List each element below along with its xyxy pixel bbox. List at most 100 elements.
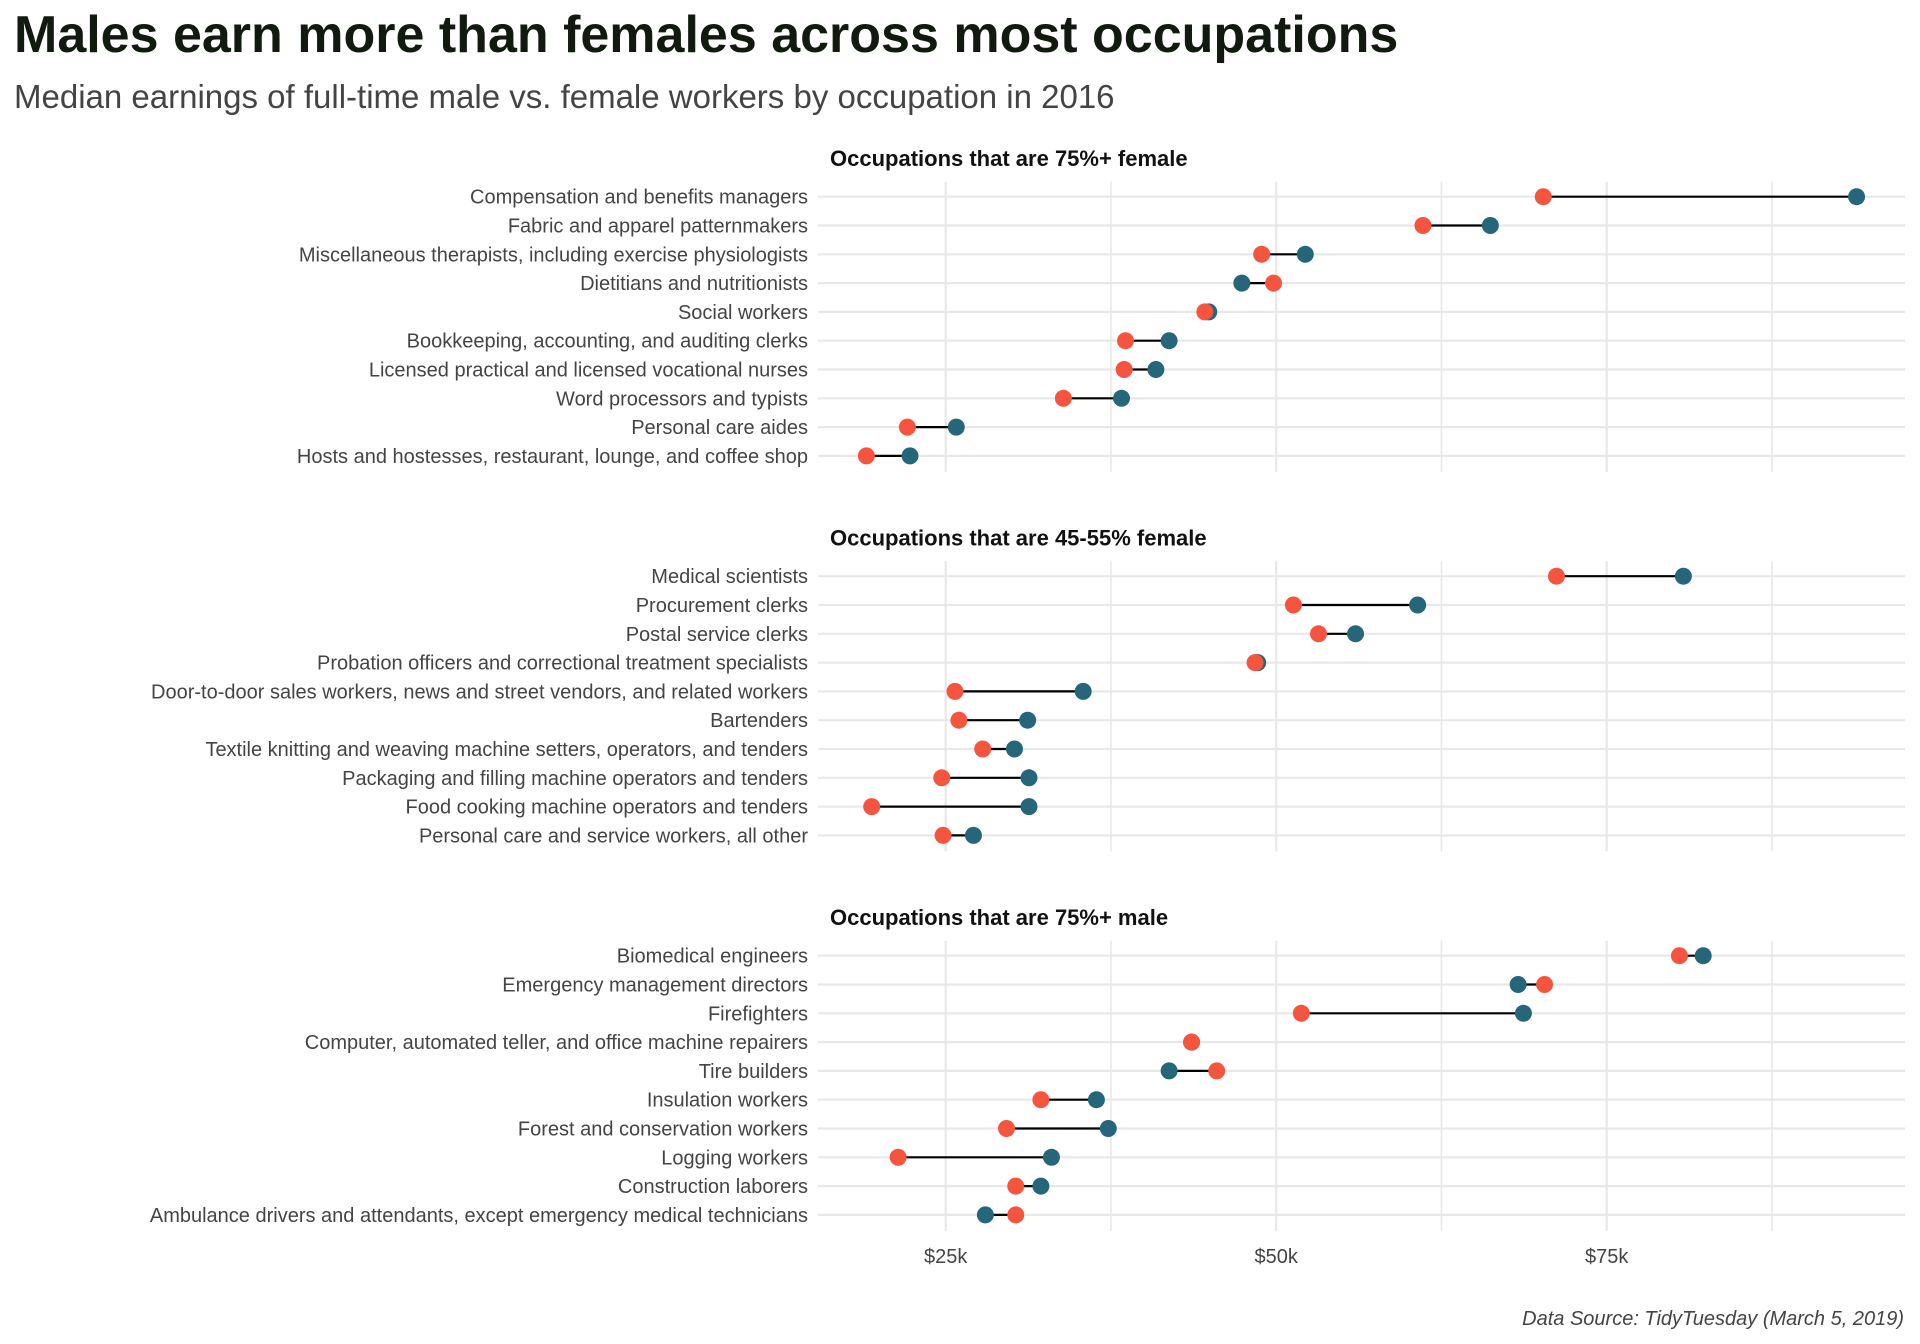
male-earnings-dot: [1042, 1148, 1060, 1166]
occupation-label: Postal service clerks: [626, 624, 808, 646]
dumbbell-row: Social workers: [678, 302, 1905, 324]
occupation-label: Ambulance drivers and attendants, except…: [150, 1205, 808, 1227]
male-earnings-dot: [1481, 217, 1499, 234]
dumbbell-row: Miscellaneous therapists, including exer…: [299, 244, 1905, 266]
dumbbell-row: Personal care and service workers, all o…: [419, 825, 1905, 847]
female-earnings-dot: [950, 711, 968, 729]
male-earnings-dot: [901, 447, 919, 465]
occupation-label: Personal care and service workers, all o…: [419, 825, 808, 847]
occupation-label: Logging workers: [661, 1147, 808, 1169]
female-earnings-dot: [1265, 274, 1283, 292]
occupation-label: Word processors and typists: [556, 388, 808, 410]
dumbbell-row: Biomedical engineers: [617, 946, 1905, 968]
occupation-label: Medical scientists: [651, 566, 808, 588]
male-earnings-dot: [1347, 625, 1365, 643]
dumbbell-row: Insulation workers: [647, 1090, 1905, 1112]
female-earnings-dot: [998, 1120, 1016, 1137]
dumbbell-row: Forest and conservation workers: [518, 1119, 1905, 1141]
dumbbell-row: Ambulance drivers and attendants, except…: [150, 1205, 1905, 1227]
panel-title: Occupations that are 45-55% female: [830, 526, 1207, 551]
male-earnings-dot: [1160, 1062, 1178, 1080]
male-earnings-dot: [1848, 188, 1866, 206]
female-earnings-dot: [1253, 245, 1271, 263]
female-earnings-dot: [1115, 361, 1133, 378]
dumbbell-row: Fabric and apparel patternmakers: [508, 216, 1905, 238]
male-earnings-dot: [1409, 596, 1427, 614]
male-earnings-dot: [964, 826, 982, 844]
male-earnings-dot: [1074, 682, 1092, 700]
male-earnings-dot: [1005, 740, 1023, 758]
facet-panel: Occupations that are 45-55% female Medica…: [151, 526, 1905, 852]
occupation-label: Firefighters: [708, 1003, 808, 1025]
occupation-label: Bookkeeping, accounting, and auditing cl…: [407, 331, 808, 353]
occupation-label: Construction laborers: [618, 1176, 808, 1198]
female-earnings-dot: [1032, 1091, 1050, 1109]
male-earnings-dot: [1694, 947, 1712, 965]
panels: Occupations that are 75%+ female Compensa…: [150, 146, 1905, 1231]
female-earnings-dot: [1208, 1062, 1226, 1080]
dumbbell-row: Personal care aides: [631, 417, 1905, 439]
male-earnings-dot: [1233, 274, 1251, 292]
occupation-label: Computer, automated teller, and office m…: [305, 1032, 808, 1054]
occupation-label: Insulation workers: [647, 1090, 808, 1112]
female-earnings-dot: [1547, 567, 1565, 585]
x-tick-label: $50k: [1255, 1246, 1299, 1268]
dumbbell-row: Dietitians and nutritionists: [580, 273, 1905, 295]
occupation-label: Procurement clerks: [636, 595, 808, 617]
female-earnings-dot: [863, 798, 881, 816]
occupation-label: Tire builders: [699, 1061, 808, 1083]
chart-title: Males earn more than females across most…: [14, 6, 1398, 64]
dumbbell-row: Postal service clerks: [626, 624, 1905, 646]
panel-title: Occupations that are 75%+ female: [830, 146, 1188, 171]
female-earnings-dot: [1536, 976, 1554, 993]
dumbbell-row: Probation officers and correctional trea…: [317, 653, 1905, 675]
panel-title: Occupations that are 75%+ male: [830, 905, 1168, 930]
male-earnings-dot: [1019, 711, 1037, 729]
occupation-label: Biomedical engineers: [617, 946, 808, 968]
female-earnings-dot: [1183, 1033, 1201, 1051]
male-earnings-dot: [1147, 361, 1165, 378]
dumbbell-row: Computer, automated teller, and office m…: [305, 1032, 1905, 1054]
male-earnings-dot: [1032, 1177, 1050, 1195]
dumbbell-row: Construction laborers: [618, 1176, 1905, 1198]
female-earnings-dot: [898, 418, 916, 436]
female-earnings-dot: [1284, 596, 1302, 614]
dumbbell-row: Packaging and filling machine operators …: [342, 768, 1905, 790]
female-earnings-dot: [1414, 217, 1432, 234]
dumbbell-row: Licensed practical and licensed vocation…: [369, 360, 1905, 382]
dumbbell-row: Word processors and typists: [556, 388, 1905, 410]
male-earnings-dot: [1674, 567, 1692, 585]
occupation-label: Fabric and apparel patternmakers: [508, 216, 808, 238]
female-earnings-dot: [1196, 303, 1214, 321]
facet-panel: Occupations that are 75%+ female Compensa…: [297, 146, 1905, 472]
chart-subtitle: Median earnings of full-time male vs. fe…: [14, 78, 1115, 115]
chart-caption: Data Source: TidyTuesday (March 5, 2019): [1522, 1308, 1904, 1330]
male-earnings-dot: [1087, 1091, 1105, 1109]
female-earnings-dot: [1054, 389, 1072, 407]
occupation-label: Social workers: [678, 302, 808, 324]
female-earnings-dot: [857, 447, 875, 465]
occupation-label: Dietitians and nutritionists: [580, 273, 808, 295]
female-earnings-dot: [1007, 1177, 1025, 1195]
occupation-label: Compensation and benefits managers: [470, 187, 808, 209]
occupation-label: Bartenders: [710, 710, 808, 732]
occupation-label: Hosts and hostesses, restaurant, lounge,…: [297, 446, 808, 468]
male-earnings-dot: [947, 418, 965, 436]
occupation-label: Personal care aides: [631, 417, 808, 439]
female-earnings-dot: [1310, 625, 1328, 643]
female-earnings-dot: [1116, 332, 1134, 350]
dumbbell-row: Food cooking machine operators and tende…: [406, 797, 1905, 819]
occupation-label: Emergency management directors: [502, 975, 808, 997]
occupation-label: Textile knitting and weaving machine set…: [205, 739, 808, 761]
x-axis: $25k $50k $75k: [924, 1246, 1629, 1268]
male-earnings-dot: [1509, 976, 1527, 993]
male-earnings-dot: [1020, 769, 1038, 787]
dumbbell-row: Logging workers: [661, 1147, 1905, 1169]
occupation-label: Licensed practical and licensed vocation…: [369, 360, 808, 382]
male-earnings-dot: [1020, 798, 1038, 816]
x-tick-label: $75k: [1585, 1246, 1629, 1268]
female-earnings-dot: [1670, 947, 1688, 965]
male-earnings-dot: [1160, 332, 1178, 350]
male-earnings-dot: [1296, 245, 1314, 263]
female-earnings-dot: [1292, 1004, 1310, 1022]
